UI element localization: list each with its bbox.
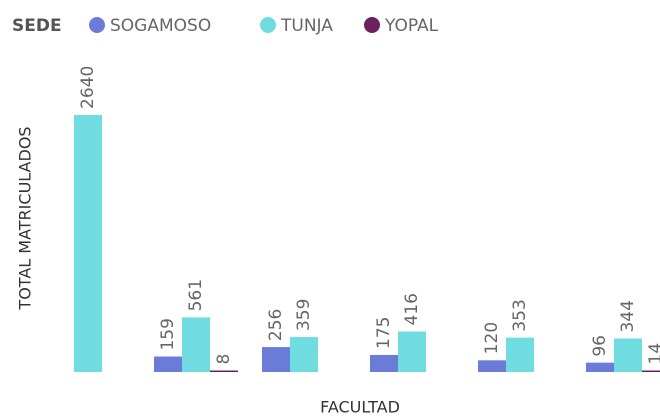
bar xyxy=(586,362,614,372)
bar xyxy=(506,337,534,372)
data-label: 159 xyxy=(158,318,178,350)
legend-label: SOGAMOSO xyxy=(110,16,211,36)
bar xyxy=(290,337,318,372)
bar xyxy=(154,356,182,372)
bar xyxy=(478,360,506,372)
bar xyxy=(642,370,660,372)
data-label: 2640 xyxy=(78,66,98,109)
data-label: 120 xyxy=(482,322,502,354)
bar xyxy=(262,347,290,372)
bar xyxy=(398,331,426,372)
legend-label: TUNJA xyxy=(280,16,333,36)
legend-title: SEDE xyxy=(12,16,62,36)
data-label: 14 xyxy=(646,343,660,365)
legend-label: YOPAL xyxy=(384,16,439,36)
legend-marker xyxy=(364,17,380,33)
y-axis-label: TOTAL MATRICULADOS xyxy=(16,126,35,310)
data-label: 416 xyxy=(402,293,422,325)
bar xyxy=(182,317,210,372)
data-label: 175 xyxy=(374,317,394,349)
data-label: 256 xyxy=(266,309,286,341)
bar xyxy=(614,338,642,372)
x-axis-label: FACULTAD xyxy=(320,398,400,417)
data-label: 561 xyxy=(186,279,206,311)
data-label: 359 xyxy=(294,299,314,331)
data-label: 353 xyxy=(510,299,530,331)
legend-marker xyxy=(89,17,105,33)
legend-marker xyxy=(260,17,276,33)
data-label: 344 xyxy=(618,300,638,332)
data-label: 96 xyxy=(590,335,610,357)
bar xyxy=(74,115,102,372)
data-label: 8 xyxy=(214,354,234,365)
bar xyxy=(370,354,398,372)
bar xyxy=(210,370,238,372)
